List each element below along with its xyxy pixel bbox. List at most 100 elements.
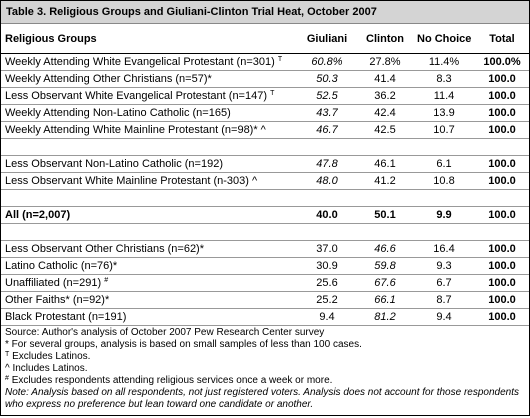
footnote-mark: T xyxy=(5,351,10,358)
group-mark: T xyxy=(270,90,275,97)
group-label: Less Observant Other Christians (n=62)* xyxy=(5,243,205,255)
header-cell: No Choice xyxy=(413,24,475,54)
value-cell: 41.4 xyxy=(357,70,413,88)
value-cell: 100.0% xyxy=(475,53,529,71)
value-cell: 6.1 xyxy=(413,155,475,173)
value-cell: 25.6 xyxy=(297,274,357,292)
value-cell: 10.8 xyxy=(413,172,475,190)
value-cell: 9.4 xyxy=(297,308,357,326)
spacer-row xyxy=(1,138,529,156)
group-cell: All (n=2,007) xyxy=(1,206,297,224)
table-row: Latino Catholic (n=76)* 30.9 59.8 9.3 100.0 xyxy=(1,257,529,275)
value-cell: 100.0 xyxy=(475,257,529,275)
group-label: Weekly Attending Non-Latino Catholic (n=… xyxy=(5,107,231,119)
header-cell: Clinton xyxy=(357,24,413,54)
value-cell: 8.3 xyxy=(413,70,475,88)
value-cell: 16.4 xyxy=(413,240,475,258)
empty-cell xyxy=(357,223,413,241)
table-row: Other Faiths* (n=92)* 25.2 66.1 8.7 100.0 xyxy=(1,291,529,309)
group-cell: Weekly Attending White Mainline Protesta… xyxy=(1,121,297,139)
table-row: Less Observant Non-Latino Catholic (n=19… xyxy=(1,155,529,173)
value-cell: 41.2 xyxy=(357,172,413,190)
value-cell: 100.0 xyxy=(475,121,529,139)
value-cell: 13.9 xyxy=(413,104,475,122)
value-cell: 36.2 xyxy=(357,87,413,105)
header-cell: Total xyxy=(475,24,529,54)
value-cell: 100.0 xyxy=(475,240,529,258)
value-cell: 100.0 xyxy=(475,87,529,105)
group-cell: Weekly Attending Non-Latino Catholic (n=… xyxy=(1,104,297,122)
header-cell: Religious Groups xyxy=(1,24,297,54)
table-row: Weekly Attending Non-Latino Catholic (n=… xyxy=(1,104,529,122)
value-cell: 100.0 xyxy=(475,104,529,122)
value-cell: 100.0 xyxy=(475,70,529,88)
group-mark: T xyxy=(277,56,283,63)
value-cell: 100.0 xyxy=(475,172,529,190)
value-cell: 100.0 xyxy=(475,291,529,309)
group-label: Latino Catholic (n=76)* xyxy=(5,260,118,272)
empty-cell xyxy=(475,138,529,156)
table-row: Weekly Attending White Mainline Protesta… xyxy=(1,121,529,139)
value-cell: 47.8 xyxy=(297,155,357,173)
group-label: Other Faiths* (n=92)* xyxy=(5,294,110,306)
table-row: Black Protestant (n=191) 9.4 81.2 9.4 100.0 xyxy=(1,308,529,326)
value-cell: 81.2 xyxy=(357,308,413,326)
group-label: Less Observant White Evangelical Protest… xyxy=(5,90,267,102)
value-cell: 37.0 xyxy=(297,240,357,258)
group-cell: Less Observant Non-Latino Catholic (n=19… xyxy=(1,155,297,173)
header-row: Religious Groups Giuliani Clinton No Cho… xyxy=(1,24,529,54)
footnote: ^ Includes Latinos. xyxy=(5,363,88,374)
value-cell: 50.3 xyxy=(297,70,357,88)
group-cell: Weekly Attending White Evangelical Prote… xyxy=(1,53,297,71)
value-cell: 52.5 xyxy=(297,87,357,105)
empty-cell xyxy=(1,138,297,156)
spacer-row xyxy=(1,189,529,207)
data-table: Religious Groups Giuliani Clinton No Cho… xyxy=(1,24,529,326)
empty-cell xyxy=(297,223,357,241)
spacer-row xyxy=(1,223,529,241)
group-label: Weekly Attending White Evangelical Prote… xyxy=(5,56,275,68)
empty-cell xyxy=(413,223,475,241)
footnote-mark: # xyxy=(5,375,9,382)
value-cell: 50.1 xyxy=(357,206,413,224)
value-cell: 10.7 xyxy=(413,121,475,139)
group-label: Less Observant White Mainline Protestant… xyxy=(5,175,258,187)
value-cell: 60.8% xyxy=(297,53,357,71)
group-cell: Unaffiliated (n=291) # xyxy=(1,274,297,292)
empty-cell xyxy=(413,189,475,207)
empty-cell xyxy=(357,189,413,207)
table-row: Less Observant White Mainline Protestant… xyxy=(1,172,529,190)
source-note: Source: Author's analysis of October 200… xyxy=(5,327,325,338)
footnote-text: Excludes Latinos. xyxy=(12,351,91,362)
footnote: T Excludes Latinos. xyxy=(5,351,525,363)
notes: Source: Author's analysis of October 200… xyxy=(1,326,529,412)
table-title: Table 3. Religious Groups and Giuliani-C… xyxy=(1,1,529,24)
group-label: Black Protestant (n=191) xyxy=(5,311,127,323)
group-label: Weekly Attending White Mainline Protesta… xyxy=(5,124,266,136)
header-cell: Giuliani xyxy=(297,24,357,54)
empty-cell xyxy=(413,138,475,156)
value-cell: 59.8 xyxy=(357,257,413,275)
table-row: Less Observant White Evangelical Protest… xyxy=(1,87,529,105)
value-cell: 46.1 xyxy=(357,155,413,173)
footnote: # Excludes respondents attending religio… xyxy=(5,375,525,387)
value-cell: 66.1 xyxy=(357,291,413,309)
value-cell: 9.3 xyxy=(413,257,475,275)
group-label: All (n=2,007) xyxy=(5,209,71,221)
value-cell: 48.0 xyxy=(297,172,357,190)
group-mark: # xyxy=(104,277,109,284)
group-cell: Less Observant White Evangelical Protest… xyxy=(1,87,297,105)
group-label: Unaffiliated (n=291) xyxy=(5,277,102,289)
value-cell: 100.0 xyxy=(475,308,529,326)
value-cell: 100.0 xyxy=(475,206,529,224)
value-cell: 46.7 xyxy=(297,121,357,139)
value-cell: 6.7 xyxy=(413,274,475,292)
table-row: Unaffiliated (n=291) #25.6 67.6 6.7 100.0 xyxy=(1,274,529,292)
value-cell: 30.9 xyxy=(297,257,357,275)
value-cell: 27.8% xyxy=(357,53,413,71)
empty-cell xyxy=(297,138,357,156)
group-cell: Black Protestant (n=191) xyxy=(1,308,297,326)
value-cell: 42.5 xyxy=(357,121,413,139)
value-cell: 42.4 xyxy=(357,104,413,122)
